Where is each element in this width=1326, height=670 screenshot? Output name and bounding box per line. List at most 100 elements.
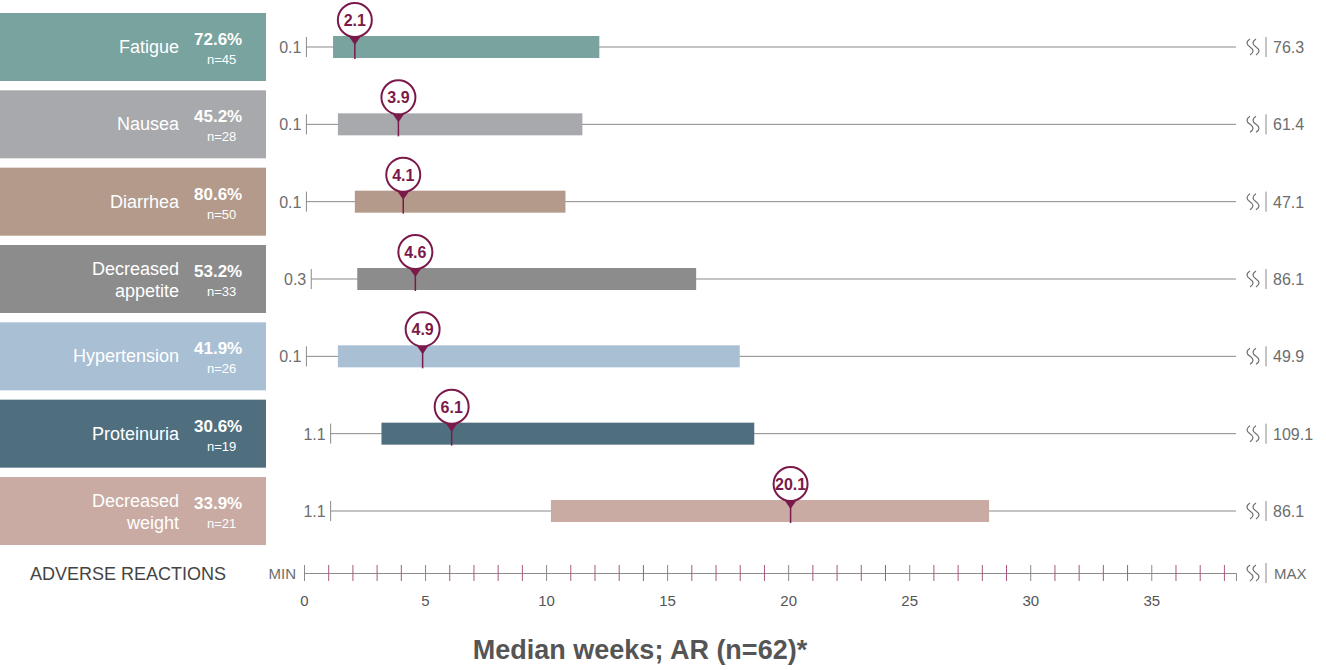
median-pin bbox=[406, 312, 440, 368]
tick: 30 bbox=[1022, 565, 1039, 609]
row-labels: Fatigue72.6%n=45Nausea45.2%n=28Diarrhea8… bbox=[0, 13, 266, 545]
min-label: 0.1 bbox=[279, 348, 301, 365]
minor-tick bbox=[1103, 565, 1104, 581]
min-tick bbox=[330, 424, 331, 444]
category-label: Decreasedappetite bbox=[92, 259, 179, 301]
minor-tick bbox=[1127, 565, 1128, 581]
tick: 15 bbox=[659, 565, 676, 609]
tick-mark bbox=[1151, 565, 1152, 581]
annotations: 2.10.176.33.90.161.44.10.147.14.60.386.1… bbox=[279, 12, 1313, 521]
minor-tick-mark bbox=[473, 565, 474, 581]
tick-mark bbox=[909, 565, 910, 581]
minor-tick-mark bbox=[861, 565, 862, 581]
pin-head bbox=[386, 158, 420, 192]
minor-tick bbox=[377, 565, 378, 581]
tick: 20 bbox=[780, 565, 797, 609]
minor-tick bbox=[643, 565, 644, 581]
minor-tick bbox=[522, 565, 523, 581]
min-tick bbox=[311, 269, 312, 289]
minor-tick bbox=[764, 565, 765, 581]
category-label: Nausea bbox=[117, 114, 180, 134]
max-tick bbox=[1266, 346, 1267, 366]
iqr-bar bbox=[338, 113, 582, 135]
iqr-bar bbox=[357, 268, 696, 290]
pin-head bbox=[398, 235, 432, 269]
minor-tick bbox=[861, 565, 862, 581]
min-label: 0.1 bbox=[279, 39, 301, 56]
max-tick bbox=[1266, 192, 1267, 212]
minor-tick bbox=[473, 565, 474, 581]
tick-label: 5 bbox=[421, 592, 429, 609]
chart: Fatigue72.6%n=45Nausea45.2%n=28Diarrhea8… bbox=[0, 0, 1326, 670]
minor-tick-mark bbox=[1054, 565, 1055, 581]
median-pin bbox=[774, 467, 808, 523]
minor-tick-mark bbox=[958, 565, 959, 581]
max-axis-label: MAX bbox=[1274, 565, 1307, 582]
label-box bbox=[0, 477, 266, 545]
chart-title: Median weeks; AR (n=62)* bbox=[473, 635, 808, 665]
minor-tick-mark bbox=[401, 565, 402, 581]
minor-tick-mark bbox=[1006, 565, 1007, 581]
minor-tick bbox=[352, 565, 353, 581]
minor-tick bbox=[449, 565, 450, 581]
median-label: 20.1 bbox=[775, 476, 806, 493]
tick-label: 20 bbox=[780, 592, 797, 609]
minor-tick-mark bbox=[1224, 565, 1225, 581]
minor-tick-mark bbox=[837, 565, 838, 581]
minor-tick-mark bbox=[1079, 565, 1080, 581]
pin-head bbox=[435, 390, 469, 424]
minor-tick-mark bbox=[691, 565, 692, 581]
category-label: Proteinuria bbox=[92, 424, 180, 444]
minor-tick bbox=[619, 565, 620, 581]
minor-tick bbox=[885, 565, 886, 581]
max-tick bbox=[1266, 501, 1267, 521]
label-box bbox=[0, 168, 266, 236]
pin-head bbox=[381, 80, 415, 114]
median-label: 3.9 bbox=[387, 89, 409, 106]
label-box bbox=[0, 322, 266, 390]
minor-tick-mark bbox=[449, 565, 450, 581]
min-tick bbox=[306, 192, 307, 212]
n-label: n=45 bbox=[207, 52, 236, 67]
max-label: 47.1 bbox=[1273, 194, 1304, 211]
minor-tick bbox=[958, 565, 959, 581]
tick: 35 bbox=[1143, 565, 1160, 609]
n-label: n=26 bbox=[207, 361, 236, 376]
tick-label: 35 bbox=[1143, 592, 1160, 609]
tick-mark bbox=[1030, 565, 1031, 581]
minor-tick bbox=[1224, 565, 1225, 581]
minor-tick-mark bbox=[522, 565, 523, 581]
label-box bbox=[0, 13, 266, 81]
axis-break bbox=[1247, 503, 1259, 519]
minor-tick bbox=[933, 565, 934, 581]
minor-tick bbox=[328, 565, 329, 581]
minor-tick-mark bbox=[982, 565, 983, 581]
minor-tick bbox=[498, 565, 499, 581]
minor-tick-mark bbox=[1127, 565, 1128, 581]
axis-line bbox=[305, 574, 1237, 582]
min-tick bbox=[306, 346, 307, 366]
axis-break bbox=[1247, 348, 1259, 364]
percent-label: 80.6% bbox=[194, 185, 242, 204]
max-tick bbox=[1266, 269, 1267, 289]
minor-tick bbox=[812, 565, 813, 581]
axis-break bbox=[1247, 271, 1259, 287]
tick-label: 30 bbox=[1022, 592, 1039, 609]
iqr-bar bbox=[355, 191, 566, 213]
minor-tick-mark bbox=[764, 565, 765, 581]
min-axis-label: MIN bbox=[269, 565, 297, 582]
minor-tick bbox=[570, 565, 571, 581]
max-label: 86.1 bbox=[1273, 271, 1304, 288]
axis-break bbox=[1247, 565, 1259, 581]
percent-label: 41.9% bbox=[194, 339, 242, 358]
minor-tick bbox=[982, 565, 983, 581]
tick: 5 bbox=[421, 565, 429, 609]
median-label: 4.9 bbox=[411, 321, 433, 338]
category-label: Diarrhea bbox=[110, 192, 180, 212]
max-tick bbox=[1266, 37, 1267, 57]
minor-tick-mark bbox=[498, 565, 499, 581]
x-axis-minor bbox=[329, 565, 1225, 581]
min-tick bbox=[306, 37, 307, 57]
iqr-bar bbox=[551, 500, 989, 522]
tick-mark bbox=[788, 565, 789, 581]
